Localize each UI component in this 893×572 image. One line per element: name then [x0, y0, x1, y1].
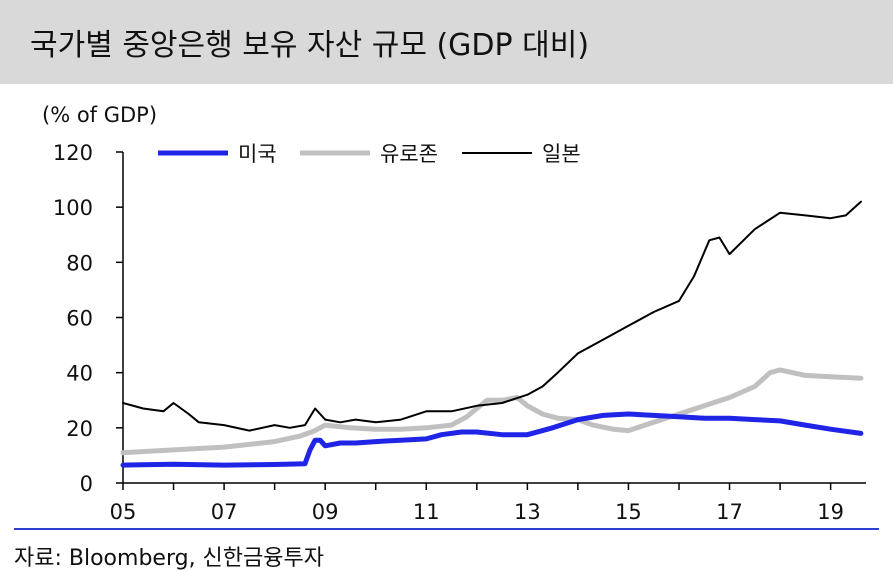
x-tick-label: 13 — [514, 500, 541, 524]
legend: 미국 유로존 일본 — [158, 142, 581, 166]
series-lines — [120, 200, 864, 468]
y-tick-label: 100 — [53, 196, 93, 220]
series-line-1 — [120, 367, 864, 456]
series-line-2 — [122, 200, 862, 432]
y-tick-label: 40 — [66, 362, 93, 386]
y-tick-label: 120 — [53, 141, 93, 165]
legend-label-2: 일본 — [542, 142, 581, 166]
footer-rule — [14, 528, 879, 530]
y-tick-label: 0 — [80, 472, 93, 496]
x-tick-label: 15 — [615, 500, 642, 524]
axes: 0 20 40 60 80 100 120 05 07 09 11 13 15 17 19 — [53, 141, 866, 524]
legend-label-1: 유로존 — [380, 142, 438, 166]
x-tick-label: 17 — [716, 500, 743, 524]
x-tick-label: 19 — [817, 500, 844, 524]
chart-title: 국가별 중앙은행 보유 자산 규모 (GDP 대비) — [30, 28, 590, 63]
source-note: 자료: Bloomberg, 신한금융투자 — [14, 546, 324, 571]
y-tick-label: 60 — [66, 307, 93, 331]
y-tick-label: 80 — [66, 251, 93, 275]
x-tick-label: 07 — [211, 500, 238, 524]
x-tick-label: 11 — [413, 500, 440, 524]
y-axis-unit-label: (% of GDP) — [42, 103, 158, 127]
series-line-0 — [120, 411, 864, 468]
legend-label-0: 미국 — [238, 142, 277, 166]
x-tick-label: 05 — [110, 500, 137, 524]
title-bar: 국가별 중앙은행 보유 자산 규모 (GDP 대비) — [0, 0, 893, 84]
x-tick-label: 09 — [312, 500, 339, 524]
y-tick-label: 20 — [66, 417, 93, 441]
